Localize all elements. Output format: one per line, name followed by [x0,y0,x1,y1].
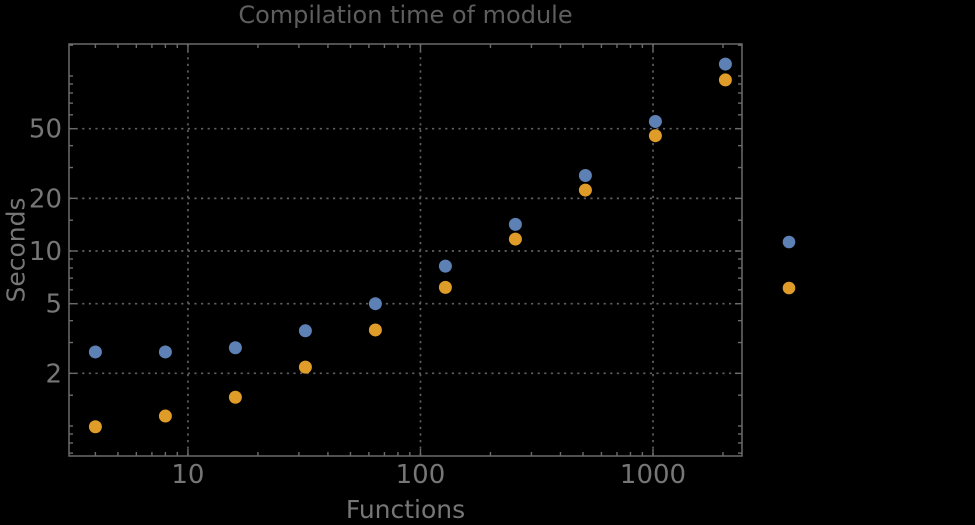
point-blue-x512 [578,169,592,183]
point-blue-x4 [88,345,102,359]
point-blue-x1024 [648,114,662,128]
point-blue-x256 [508,217,522,231]
y-tick-label-2: 2 [45,359,62,389]
y-tick-label-10: 10 [29,237,62,267]
point-blue-x64 [368,297,382,311]
point-orange-x64 [368,323,382,337]
plot-title: Compilation time of module [238,1,573,29]
point-orange-x2048 [718,73,732,87]
legend-marker-orange [782,281,796,295]
point-blue-x2048 [718,57,732,71]
x-axis-label: Functions [345,495,466,524]
point-blue-x128 [438,259,452,273]
point-orange-x512 [578,183,592,197]
plot-frame [68,43,743,457]
point-orange-x1024 [648,129,662,143]
point-orange-x16 [228,390,242,404]
point-blue-x16 [228,341,242,355]
x-tick-label-1000: 1000 [620,460,686,490]
point-orange-x8 [158,409,172,423]
point-orange-x4 [88,420,102,434]
point-orange-x32 [298,360,312,374]
point-blue-x8 [158,345,172,359]
point-blue-x32 [298,324,312,338]
legend-marker-blue [782,235,796,249]
x-tick-label-10: 10 [171,460,204,490]
y-tick-label-20: 20 [29,184,62,214]
point-orange-x256 [508,232,522,246]
y-tick-label-50: 50 [29,115,62,145]
y-axis-label: Seconds [1,197,31,303]
point-orange-x128 [438,280,452,294]
y-tick-label-5: 5 [45,290,62,320]
x-tick-label-100: 100 [396,460,446,490]
